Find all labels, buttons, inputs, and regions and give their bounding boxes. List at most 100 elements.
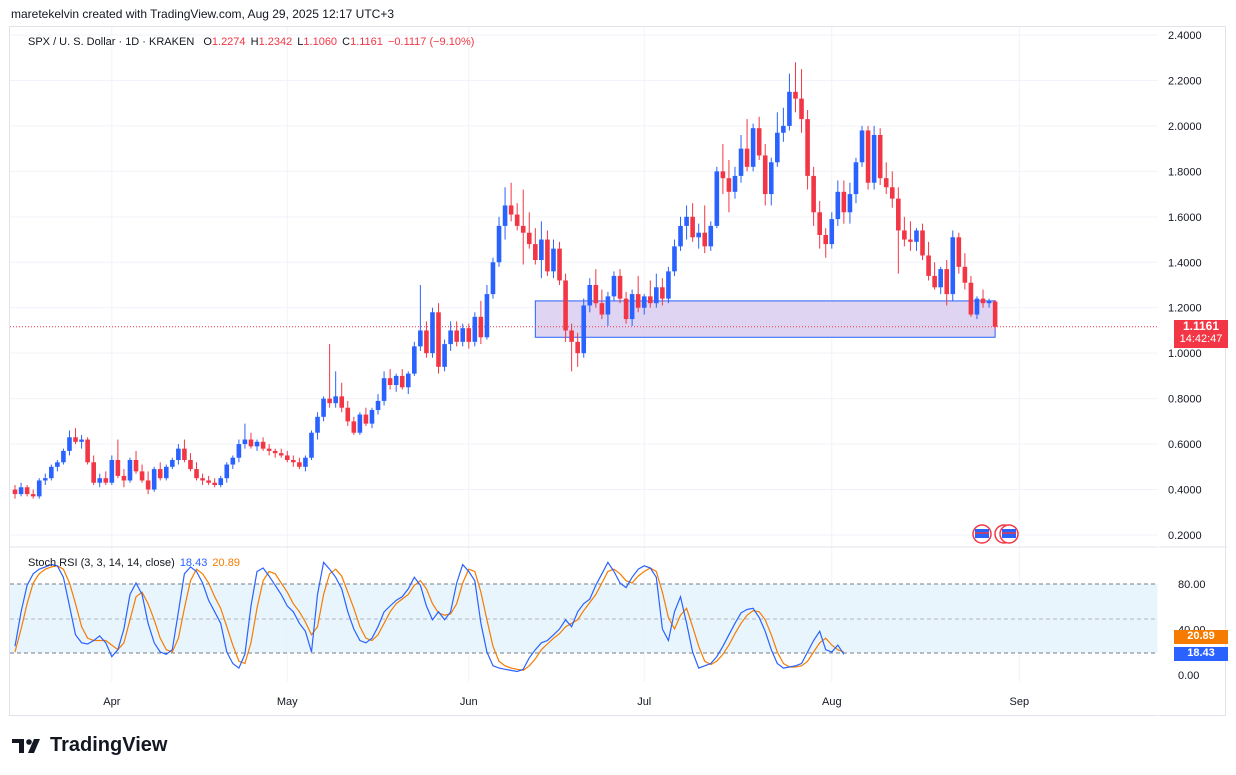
candle — [484, 285, 490, 340]
candle — [714, 166, 720, 229]
symbol-label[interactable]: SPX / U. S. Dollar · 1D · KRAKEN — [28, 36, 195, 48]
candle-body — [654, 287, 659, 304]
candle — [139, 464, 145, 483]
candle — [230, 455, 236, 470]
candle-body — [908, 239, 913, 242]
candle-body — [974, 298, 980, 315]
candle — [551, 239, 556, 279]
open-label: O — [203, 36, 212, 48]
candle-body — [412, 346, 417, 374]
candle — [726, 160, 732, 213]
candle — [557, 241, 562, 285]
candle-body — [79, 439, 84, 442]
candle — [115, 439, 121, 479]
candle-body — [551, 248, 556, 272]
candle — [835, 180, 841, 226]
candle — [412, 341, 417, 376]
candle — [641, 294, 647, 315]
candle — [853, 157, 859, 204]
candle — [284, 450, 290, 463]
candle-body — [230, 457, 236, 465]
candle — [97, 473, 103, 488]
candle-body — [787, 91, 792, 126]
candle — [847, 182, 853, 224]
stoch-rsi-legend[interactable]: Stoch RSI (3, 3, 14, 14, close) 18.43 20… — [28, 557, 242, 569]
price-tick-label: 1.4000 — [1168, 257, 1202, 269]
candle-body — [315, 416, 320, 433]
candle — [55, 460, 60, 472]
stoch-rsi-title[interactable]: Stoch RSI (3, 3, 14, 14, close) — [28, 557, 175, 569]
open-value: 1.2274 — [211, 36, 246, 48]
change-value: −0.1117 (−9.10%) — [387, 36, 475, 48]
candle-body — [272, 450, 278, 454]
candle — [805, 110, 810, 190]
candle-body — [49, 466, 54, 479]
candle — [200, 473, 205, 485]
candle — [188, 453, 193, 472]
candle-body — [865, 130, 871, 183]
candle-body — [466, 328, 472, 342]
event-flags-icon[interactable] — [972, 524, 1019, 544]
candle-body — [448, 330, 453, 345]
candle-body — [357, 414, 363, 433]
ohlc-legend[interactable]: SPX / U. S. Dollar · 1D · KRAKEN O1.2274… — [28, 36, 476, 48]
candle — [460, 323, 466, 347]
candle-body — [218, 478, 224, 485]
candle — [526, 212, 532, 249]
tradingview-logo[interactable]: TradingView — [12, 734, 167, 757]
candle-body — [61, 450, 66, 463]
candle-body — [363, 414, 369, 424]
candle-body — [36, 480, 42, 497]
candle-body — [121, 475, 127, 481]
candle-body — [811, 175, 816, 213]
candle — [345, 400, 351, 426]
candle — [472, 312, 478, 347]
candle-body — [170, 460, 175, 467]
candle — [73, 428, 78, 445]
candle — [466, 323, 472, 349]
candle — [587, 278, 593, 313]
candle — [829, 212, 835, 249]
candle-body — [67, 437, 72, 451]
stoch-k-value: 18.43 — [179, 557, 208, 569]
time-tick-label: Apr — [103, 696, 120, 708]
candle — [974, 296, 980, 320]
chart-frame[interactable]: 2.4000 2.2000 2.0000 1.8000 1.6000 1.4000 1.20… — [9, 26, 1228, 717]
chart-canvas[interactable]: 2.4000 2.2000 2.0000 1.8000 1.6000 1.4000 1.20… — [10, 27, 1227, 717]
last-price-tag: 1.1161 14:42:47 — [1174, 320, 1228, 348]
candle — [533, 228, 538, 265]
candle — [732, 166, 738, 199]
candle-body — [738, 148, 744, 176]
candle-body — [291, 460, 296, 463]
candle — [980, 289, 986, 308]
candle — [339, 382, 345, 413]
price-axis-ticks: 2.4000 2.2000 2.0000 1.8000 1.6000 1.4000 1.20… — [1168, 30, 1202, 542]
price-tick-label: 0.4000 — [1168, 485, 1202, 497]
candle-body — [496, 225, 502, 263]
candle-body — [557, 248, 562, 281]
time-axis-ticks: Apr May Jun Jul Aug Sep — [103, 696, 1029, 708]
candle — [424, 321, 429, 358]
candle-body — [109, 460, 115, 483]
rsi-tick-label: 0.00 — [1178, 670, 1199, 682]
candle-body — [442, 344, 447, 367]
candle — [260, 437, 266, 451]
candle-body — [182, 448, 187, 460]
candle — [611, 271, 617, 301]
candle-body — [375, 400, 381, 410]
candle-body — [647, 296, 653, 304]
candle — [321, 396, 326, 422]
time-tick-label: Jun — [460, 696, 478, 708]
candle — [926, 241, 931, 281]
candle-body — [284, 455, 290, 460]
candle-body — [563, 280, 568, 331]
candle-body — [369, 410, 375, 424]
candle — [563, 273, 568, 342]
candle — [738, 135, 744, 183]
candle — [684, 205, 689, 240]
price-tick-label: 1.6000 — [1168, 212, 1202, 224]
stoch-d-value: 20.89 — [212, 557, 240, 569]
candle — [103, 471, 109, 485]
candle-body — [526, 232, 532, 245]
candle-body — [853, 162, 859, 195]
